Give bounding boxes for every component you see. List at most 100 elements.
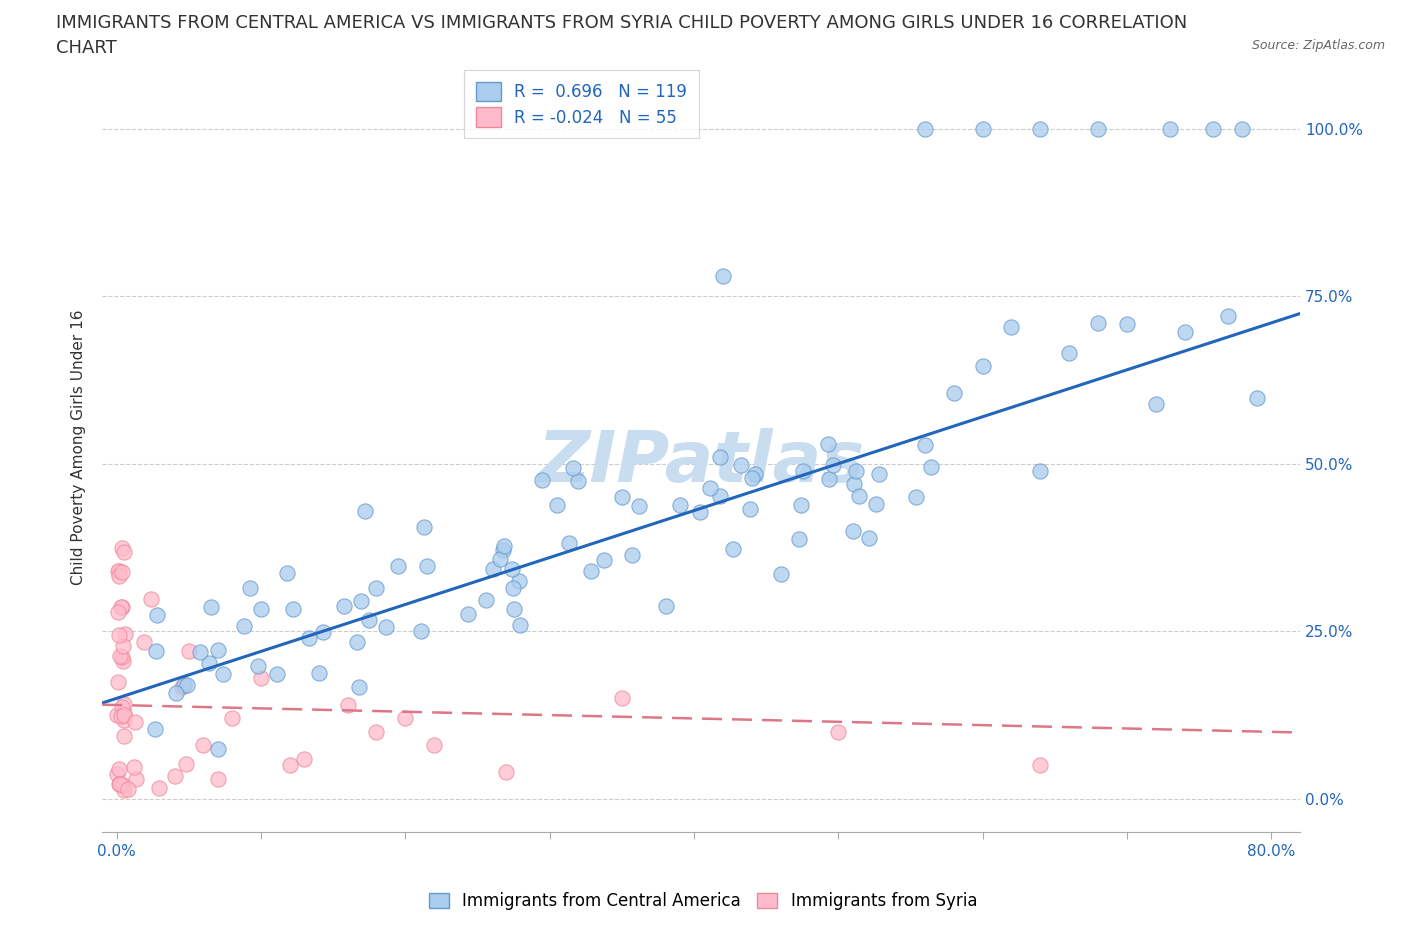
Point xyxy=(250,602,273,617)
Point xyxy=(842,476,865,491)
Point xyxy=(139,591,162,606)
Point xyxy=(105,766,128,781)
Point xyxy=(1087,315,1109,330)
Point xyxy=(112,653,135,668)
Point xyxy=(112,778,135,793)
Point xyxy=(134,634,156,649)
Point xyxy=(482,561,505,576)
Point xyxy=(117,781,139,796)
Point xyxy=(200,600,222,615)
Point xyxy=(107,708,129,723)
Point xyxy=(357,612,380,627)
Point xyxy=(212,666,235,681)
Point xyxy=(108,628,131,643)
Point xyxy=(721,541,744,556)
Point xyxy=(239,580,262,595)
Point xyxy=(107,675,129,690)
Point xyxy=(250,671,273,685)
Point xyxy=(655,598,678,613)
Point xyxy=(207,643,229,658)
Point xyxy=(107,564,129,578)
Point xyxy=(827,724,849,739)
Point xyxy=(841,524,863,538)
Point xyxy=(207,741,229,756)
Point xyxy=(122,760,145,775)
Point xyxy=(457,607,479,622)
Point xyxy=(567,473,589,488)
Point xyxy=(858,530,880,545)
Point xyxy=(610,691,633,706)
Point xyxy=(394,711,416,726)
Point xyxy=(1000,320,1022,335)
Point xyxy=(730,458,752,473)
Point xyxy=(1144,396,1167,411)
Point xyxy=(1159,121,1181,136)
Point xyxy=(593,552,616,567)
Point xyxy=(972,358,994,373)
Point xyxy=(416,558,439,573)
Point xyxy=(581,564,603,578)
Point xyxy=(738,502,761,517)
Point xyxy=(817,436,839,451)
Point xyxy=(177,644,200,658)
Point xyxy=(354,504,377,519)
Point xyxy=(347,680,370,695)
Point xyxy=(111,649,134,664)
Point xyxy=(972,121,994,136)
Point xyxy=(942,386,965,401)
Point xyxy=(920,459,942,474)
Point xyxy=(197,656,219,671)
Point xyxy=(1115,316,1137,331)
Point xyxy=(530,472,553,487)
Point xyxy=(110,648,132,663)
Point xyxy=(266,667,288,682)
Point xyxy=(190,644,212,659)
Point xyxy=(112,545,135,560)
Point xyxy=(790,498,813,512)
Point xyxy=(110,777,132,791)
Point xyxy=(413,519,436,534)
Point xyxy=(1202,121,1225,136)
Point xyxy=(869,467,891,482)
Point xyxy=(107,762,129,777)
Point xyxy=(1174,325,1197,339)
Point xyxy=(492,542,515,557)
Point xyxy=(176,677,198,692)
Point xyxy=(502,580,524,595)
Point xyxy=(163,769,186,784)
Point xyxy=(165,685,187,700)
Point xyxy=(610,490,633,505)
Point xyxy=(709,449,731,464)
Point xyxy=(1087,121,1109,136)
Point xyxy=(308,666,330,681)
Point xyxy=(110,600,132,615)
Point xyxy=(423,737,446,752)
Legend: R =  0.696   N = 119, R = -0.024   N = 55: R = 0.696 N = 119, R = -0.024 N = 55 xyxy=(464,70,699,139)
Point xyxy=(1232,121,1254,136)
Point xyxy=(489,552,512,567)
Point xyxy=(1057,346,1080,361)
Point xyxy=(1216,309,1239,324)
Point xyxy=(818,472,841,487)
Point xyxy=(292,751,315,766)
Point xyxy=(387,559,409,574)
Point xyxy=(332,599,354,614)
Point xyxy=(346,635,368,650)
Point xyxy=(492,538,515,553)
Point xyxy=(145,607,167,622)
Point xyxy=(475,592,498,607)
Point xyxy=(562,460,585,475)
Point xyxy=(501,562,523,577)
Point xyxy=(112,697,135,711)
Point xyxy=(247,658,270,673)
Point xyxy=(503,602,526,617)
Point xyxy=(792,464,814,479)
Point xyxy=(823,458,845,472)
Point xyxy=(283,602,305,617)
Point xyxy=(848,488,870,503)
Point xyxy=(905,489,928,504)
Point xyxy=(108,568,131,583)
Point xyxy=(914,437,936,452)
Point xyxy=(176,757,198,772)
Point xyxy=(111,540,134,555)
